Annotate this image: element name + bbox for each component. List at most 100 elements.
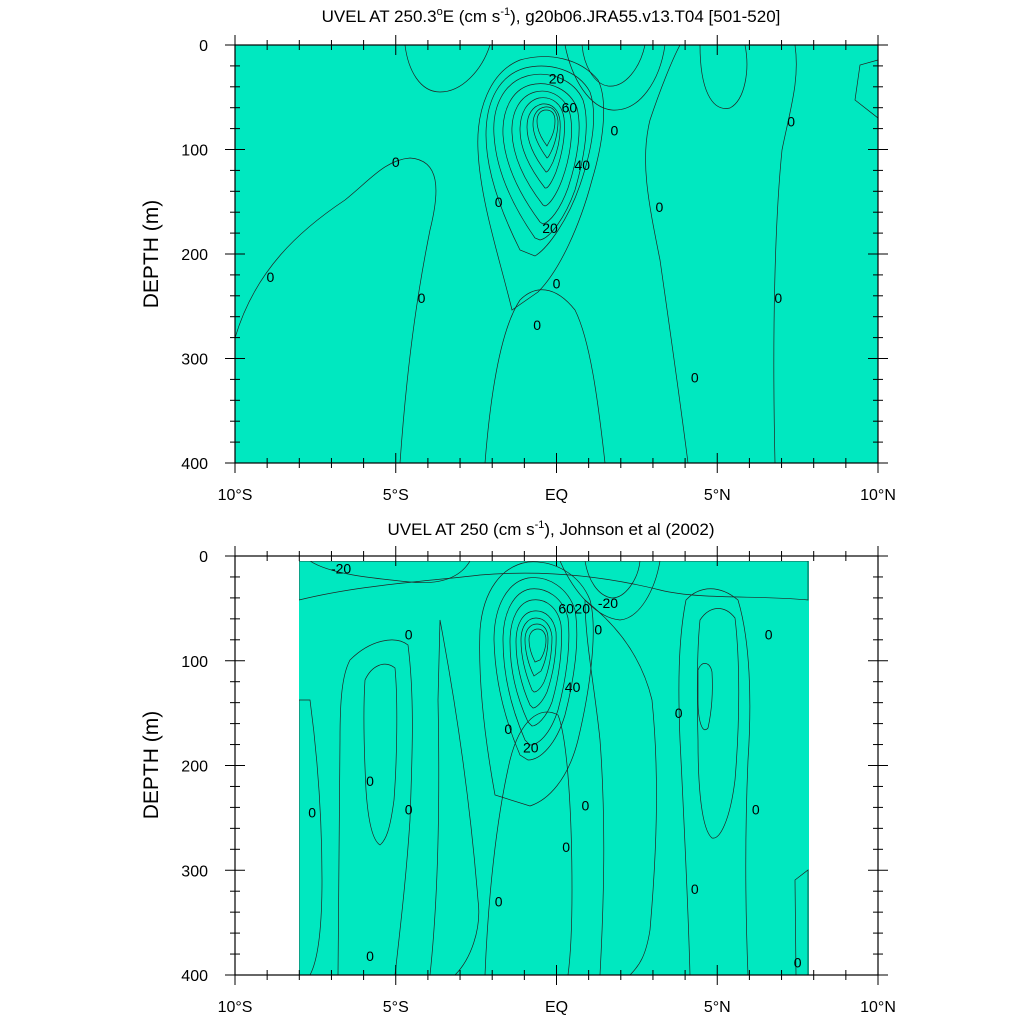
- field-region-pos: [235, 157, 437, 463]
- panel-top-title: UVEL AT 250.3oE (cm s-1), g20b06.JRA55.v…: [322, 6, 781, 26]
- y-axis-label: DEPTH (m): [140, 711, 163, 820]
- field-background: [299, 561, 809, 975]
- contour-label: -20: [598, 595, 618, 611]
- field-region-pos: [479, 561, 594, 807]
- contour-label: 0: [504, 721, 512, 737]
- field-region-neg: [309, 561, 471, 583]
- contour-label: 0: [787, 113, 795, 129]
- contour-label: 20: [523, 740, 539, 756]
- contour-label: 0: [752, 801, 760, 817]
- contour-label: 20: [574, 600, 590, 616]
- x-tick-label: 5°N: [704, 487, 731, 504]
- field-region-pos: [363, 663, 398, 846]
- field-region-pos: [299, 699, 323, 975]
- x-tick-label: 5°S: [383, 999, 409, 1016]
- field-region-pos: [697, 608, 740, 839]
- field-region-pos: [493, 577, 578, 761]
- field-region-neg: [584, 599, 657, 975]
- x-tick-label: 5°N: [704, 999, 731, 1016]
- field-region-pos: [519, 97, 565, 189]
- field-background: [235, 45, 878, 463]
- field-region-pos: [502, 83, 580, 225]
- y-tick-label: 100: [181, 654, 208, 671]
- contour-label: 0: [495, 194, 503, 210]
- field-region-pos: [493, 73, 587, 241]
- contour-label: 0: [582, 797, 590, 813]
- contour-label: 0: [418, 290, 426, 306]
- field-region-pos: [337, 639, 413, 975]
- contour-label: 0: [765, 627, 773, 643]
- contour-label: 20: [549, 70, 565, 86]
- contour-label: 0: [533, 317, 541, 333]
- y-tick-label: 200: [181, 247, 208, 264]
- field-region-pos: [485, 65, 594, 257]
- field-region-pos: [524, 623, 549, 677]
- field-region-neg: [299, 561, 809, 601]
- contour-label: 0: [774, 290, 782, 306]
- y-tick-label: 400: [181, 456, 208, 473]
- contour-label: -20: [331, 561, 351, 577]
- contour-label: 0: [366, 948, 374, 964]
- field-region-neg: [581, 45, 646, 87]
- contour-label: 60: [562, 100, 578, 116]
- field-region-pos: [678, 588, 751, 975]
- contour-label: 0: [594, 621, 602, 637]
- contour-label: 0: [691, 881, 699, 897]
- field-region-neg: [404, 45, 491, 93]
- field-region-neg: [235, 45, 878, 119]
- contour-label: 60: [558, 600, 574, 616]
- contour-label: 0: [392, 154, 400, 170]
- y-tick-label: 0: [199, 549, 208, 566]
- field-region-pos: [484, 711, 573, 975]
- field-region-pos: [794, 869, 809, 975]
- field-region-pos: [526, 103, 561, 173]
- panel-bottom-title: UVEL AT 250 (cm s-1), Johnson et al (200…: [388, 519, 715, 539]
- contour-label: 40: [574, 157, 590, 173]
- contour-label: 0: [366, 773, 374, 789]
- field-region-pos: [697, 663, 713, 730]
- contour-label: 20: [542, 220, 558, 236]
- x-tick-label: 10°N: [860, 487, 896, 504]
- field-region-pos: [699, 45, 748, 109]
- contour-label: 0: [405, 627, 413, 643]
- field-region-neg: [559, 561, 661, 621]
- field-region-pos: [502, 588, 570, 746]
- y-tick-label: 200: [181, 759, 208, 776]
- panel-bottom: UVEL AT 250 (cm s-1), Johnson et al (200…: [140, 519, 896, 1016]
- panel-top-field: 20 60 40 20 0 0 0 0 0 0 0 0 0 0 0: [235, 45, 878, 463]
- field-region-pos: [515, 610, 557, 709]
- contour-label: 0: [675, 705, 683, 721]
- field-region-pos: [509, 599, 562, 727]
- contour-label: 0: [495, 894, 503, 910]
- contour-label: 40: [565, 679, 581, 695]
- contour-label: 0: [553, 275, 561, 291]
- x-tick-label: 10°N: [860, 999, 896, 1016]
- field-region-pos: [520, 617, 553, 693]
- field-region-pos: [477, 56, 604, 311]
- x-tick-label: EQ: [545, 487, 568, 504]
- contour-label: 0: [562, 839, 570, 855]
- contour-label: 0: [405, 801, 413, 817]
- y-tick-label: 0: [199, 38, 208, 55]
- contour-label: 0: [266, 269, 274, 285]
- x-tick-label: 10°S: [218, 999, 253, 1016]
- contour-label: 0: [794, 954, 802, 970]
- field-region-neg: [564, 45, 666, 111]
- contour-label: 0: [655, 199, 663, 215]
- x-tick-label: EQ: [545, 999, 568, 1016]
- contour-labels: 20 60 40 20 0 0 0 0 0 0 0 0 0 0 0: [266, 70, 795, 385]
- x-tick-label: 10°S: [218, 487, 253, 504]
- field-region-pos: [511, 90, 572, 207]
- field-region-pos: [536, 109, 556, 147]
- contour-label: 0: [308, 805, 316, 821]
- field-region-pos: [528, 628, 547, 663]
- field-region-neg: [429, 619, 480, 975]
- contour-label: 0: [691, 369, 699, 385]
- field-region-neg: [584, 561, 641, 599]
- field-region-pos: [484, 289, 606, 463]
- y-tick-label: 300: [181, 863, 208, 880]
